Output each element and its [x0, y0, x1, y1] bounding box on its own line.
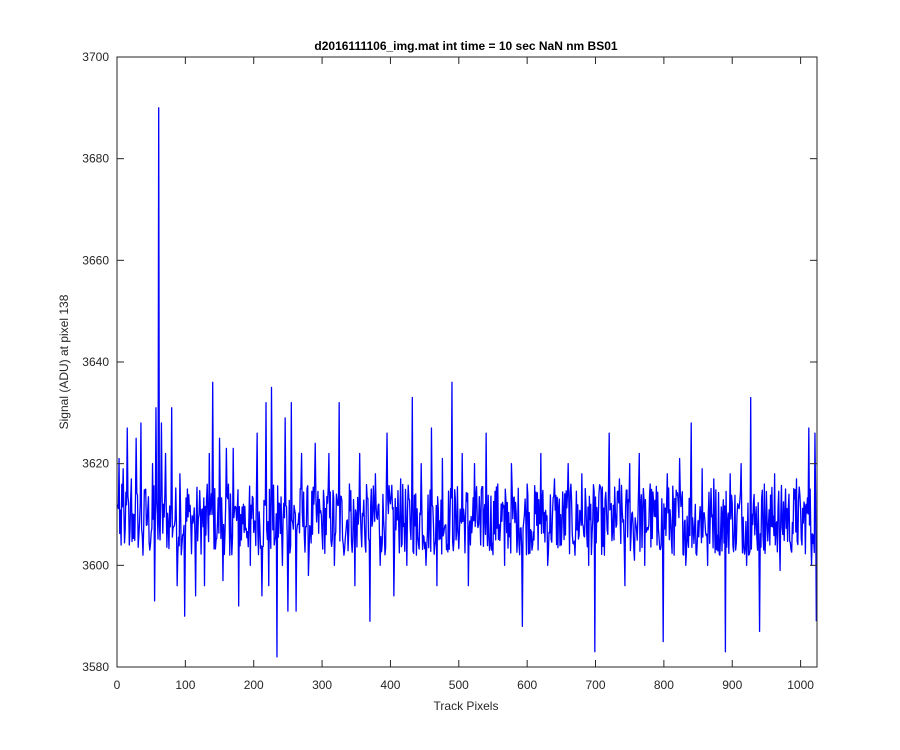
x-tick-label: 500 — [449, 678, 469, 692]
x-tick-label: 700 — [586, 678, 606, 692]
x-tick-label: 900 — [722, 678, 742, 692]
x-axis-ticks: 0 100 200 300 400 500 600 700 800 900 1000 — [114, 57, 814, 692]
y-tick-label: 3700 — [82, 50, 109, 64]
y-tick-label: 3640 — [82, 355, 109, 369]
x-tick-label: 600 — [517, 678, 537, 692]
y-tick-label: 3620 — [82, 457, 109, 471]
y-tick-label: 3660 — [82, 253, 109, 267]
x-tick-label: 400 — [380, 678, 400, 692]
chart-title: d2016111106_img.mat int time = 10 sec Na… — [314, 39, 617, 53]
plot-area — [117, 57, 817, 667]
x-tick-label: 100 — [175, 678, 195, 692]
axes-box — [116, 56, 818, 668]
y-axis-label: Signal (ADU) at pixel 138 — [57, 294, 71, 429]
series-group — [117, 107, 817, 658]
x-axis-label: Track Pixels — [434, 699, 499, 713]
y-tick-label: 3600 — [82, 558, 109, 572]
y-tick-label: 3680 — [82, 152, 109, 166]
y-axis-ticks: 3580 3600 3620 3640 3660 3680 3700 — [82, 50, 817, 674]
x-tick-label: 800 — [654, 678, 674, 692]
x-tick-label: 300 — [312, 678, 332, 692]
x-tick-label: 200 — [244, 678, 264, 692]
series-line — [117, 107, 817, 658]
x-tick-label: 0 — [114, 678, 121, 692]
x-tick-label: 1000 — [787, 678, 814, 692]
y-tick-label: 3580 — [82, 660, 109, 674]
